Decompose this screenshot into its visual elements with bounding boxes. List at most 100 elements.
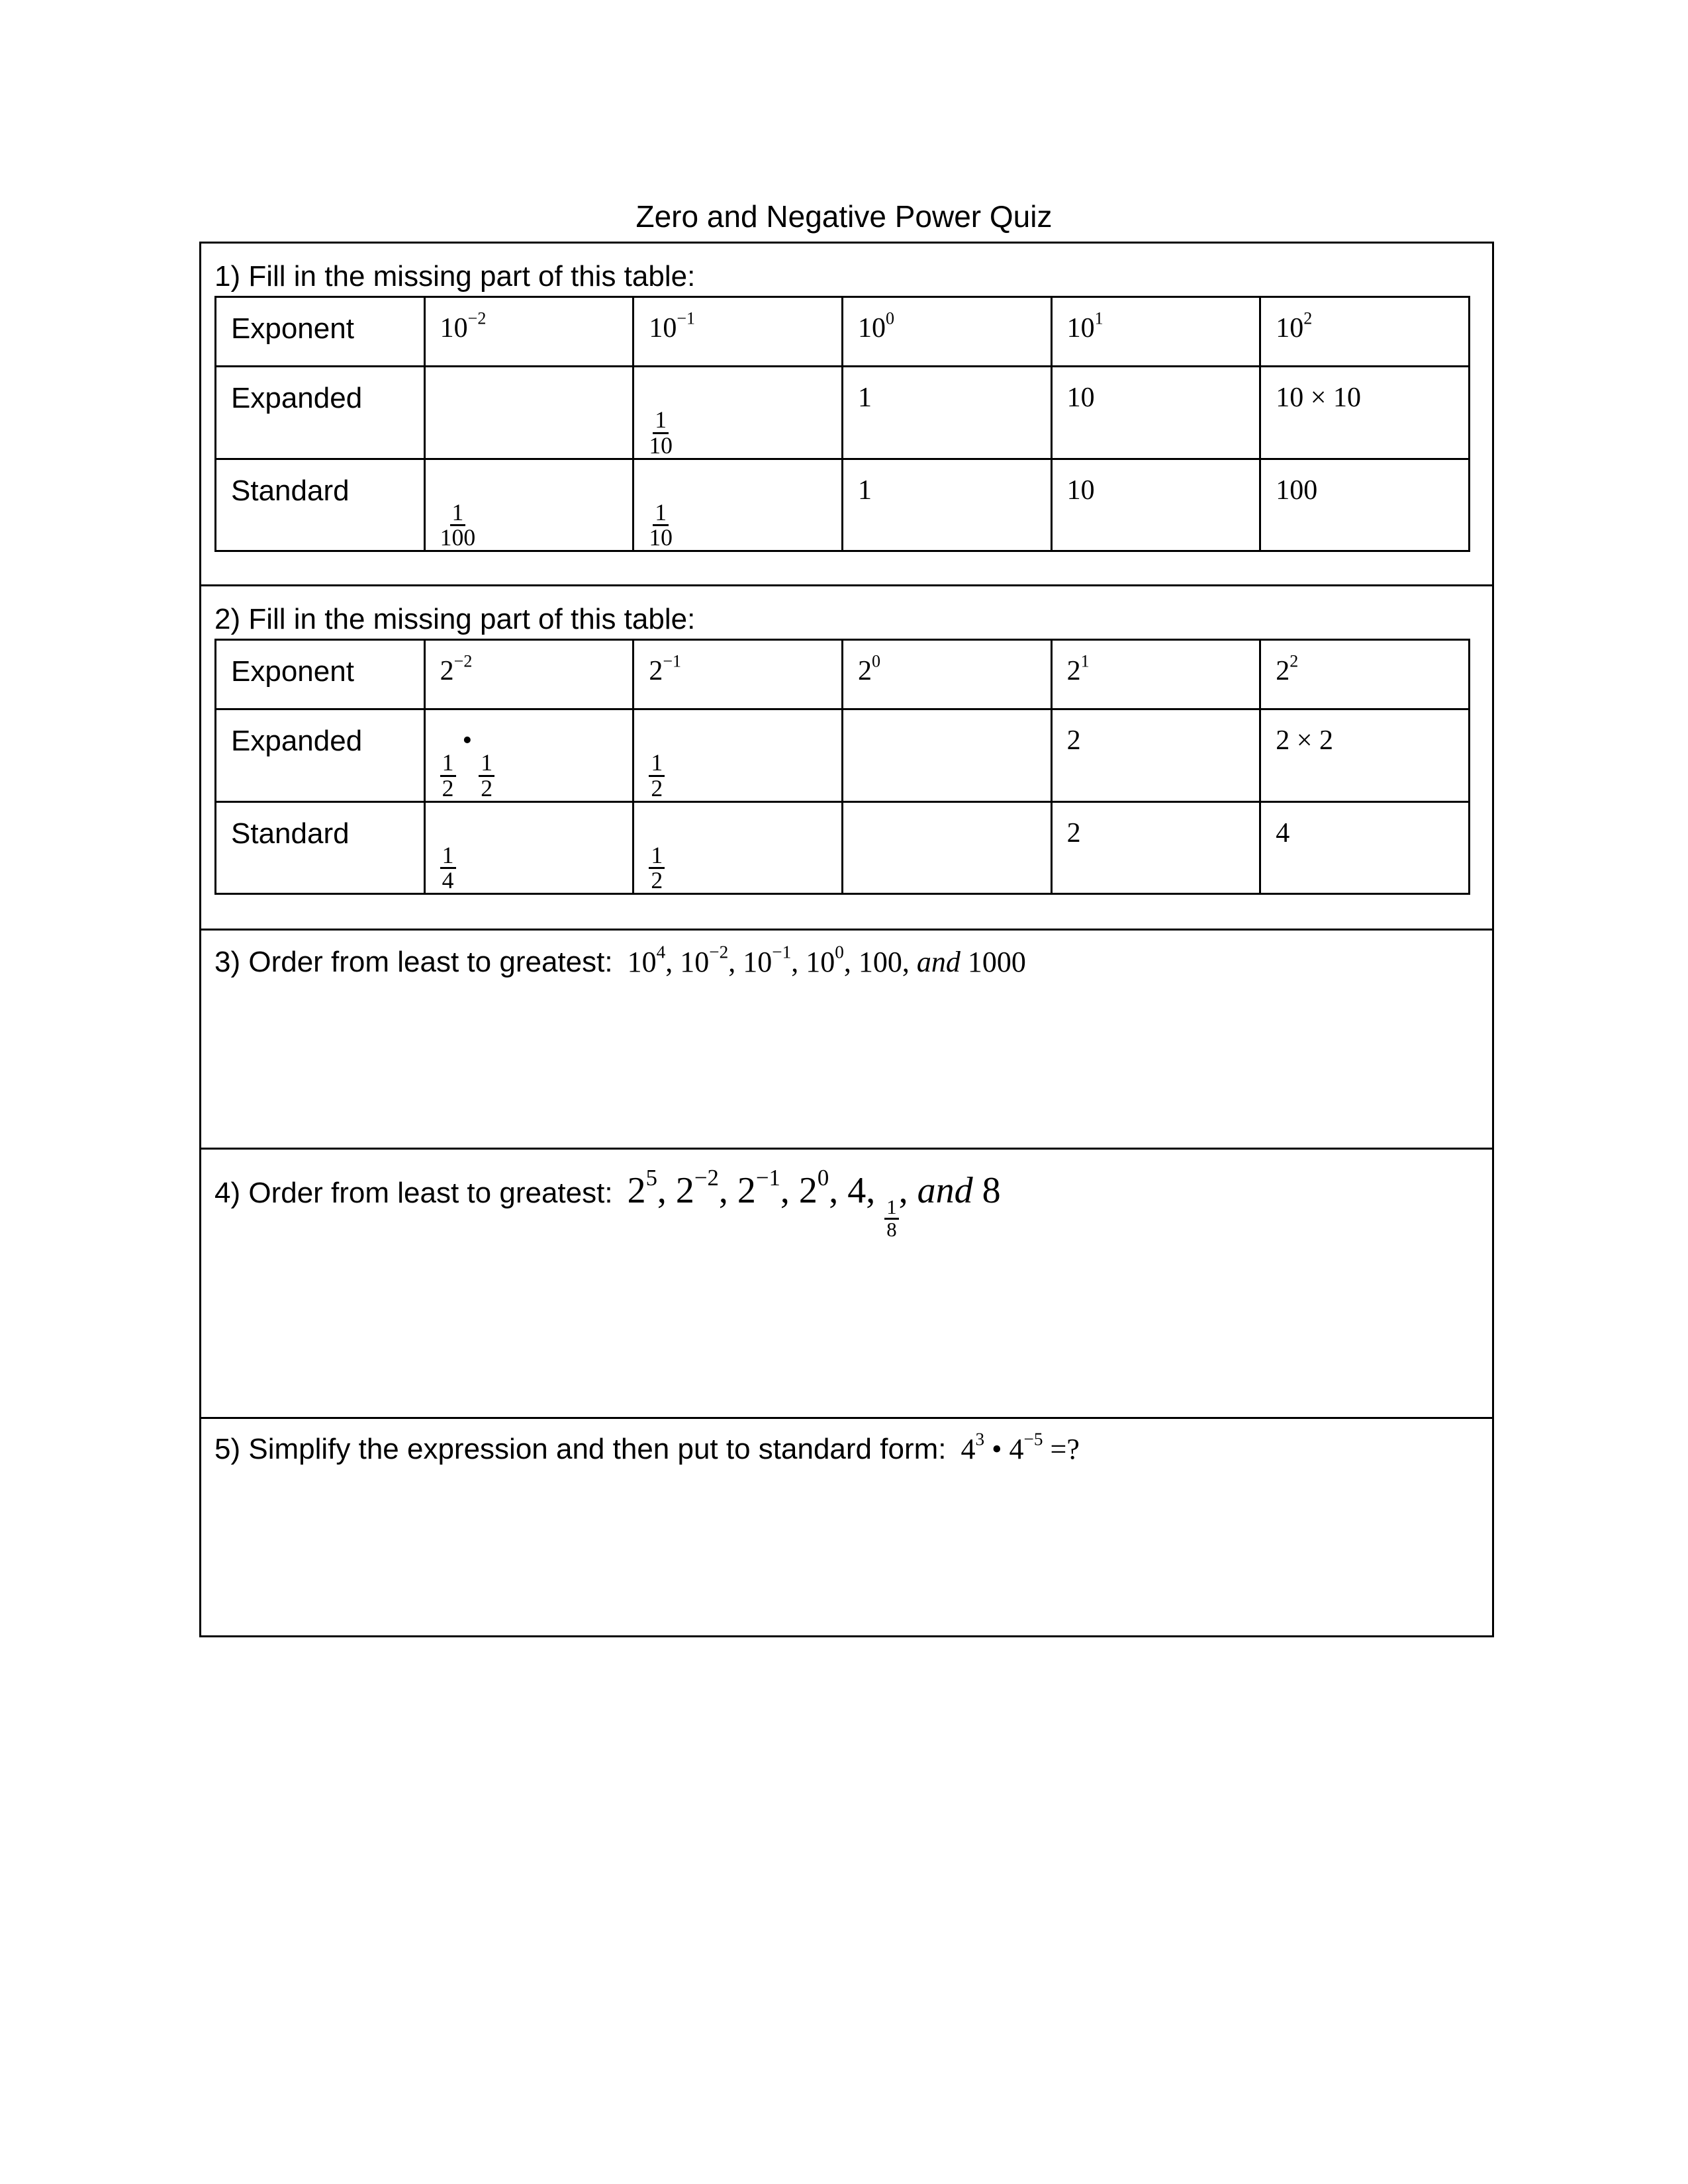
row-label: Standard <box>214 800 426 895</box>
text: 10 <box>1066 475 1095 506</box>
table-row: Expanded 1 10 1 10 10 × 10 <box>214 365 1470 460</box>
power-base: 10 <box>649 313 677 343</box>
power-exponent: 4 <box>656 942 666 962</box>
power-base: 10 <box>857 313 886 343</box>
table-cell: 100 <box>1259 457 1470 553</box>
table-cell: 1 100 <box>423 457 635 553</box>
power-base: 10 <box>743 946 773 978</box>
question-1: 1) Fill in the missing part of this tabl… <box>201 244 1492 586</box>
power-exponent: 5 <box>645 1164 657 1191</box>
text: 2 × 2 <box>1276 725 1333 756</box>
numerator: 1 <box>440 751 456 777</box>
table-cell: 1 <box>841 365 1053 460</box>
question-4: 4) Order from least to greatest: 25, 2−2… <box>201 1150 1492 1419</box>
power: 10−1 <box>743 943 791 978</box>
fraction: 1 100 <box>440 500 476 550</box>
power-exponent: 2 <box>1303 308 1313 328</box>
power: 100 <box>806 943 844 978</box>
power-exponent: 1 <box>1094 308 1103 328</box>
power-base: 4 <box>961 1433 976 1465</box>
row-label: Exponent <box>214 296 426 367</box>
row-label: Exponent <box>214 639 426 710</box>
table-cell: 1 <box>841 457 1053 553</box>
numerator: 1 <box>649 843 665 870</box>
question-3: 3) Order from least to greatest: 104, 10… <box>201 931 1492 1150</box>
table-cell: 1 10 <box>632 457 843 553</box>
power-base: 2 <box>440 656 454 686</box>
power: 2−1 <box>737 1166 780 1211</box>
numerator: 1 <box>653 500 669 527</box>
power: 104 <box>627 943 666 978</box>
power-base: 10 <box>627 946 657 978</box>
table-cell: 2 × 2 <box>1259 708 1470 803</box>
table-cell: 101 <box>1050 296 1262 367</box>
table-cell: 2−1 <box>632 639 843 710</box>
power-base: 2 <box>737 1170 756 1211</box>
table-cell: 10−2 <box>423 296 635 367</box>
power-base: 10 <box>806 946 835 978</box>
denominator: 10 <box>649 432 673 459</box>
question-3-prompt: 3) Order from least to greatest: <box>214 946 613 978</box>
text: • <box>984 1433 1009 1465</box>
power-exponent: 0 <box>835 942 844 962</box>
power-base: 10 <box>680 946 710 978</box>
power-base: 2 <box>1066 656 1081 686</box>
text: 10 × 10 <box>1276 383 1361 413</box>
table-cell: 2 <box>1050 708 1262 803</box>
denominator: 2 <box>651 774 663 801</box>
table-row: Standard 1 100 1 10 1 10 100 <box>214 457 1470 553</box>
power-exponent: 2 <box>1289 651 1299 671</box>
power-base: 2 <box>649 656 663 686</box>
table-cell: 21 <box>1050 639 1262 710</box>
text: , <box>665 946 680 978</box>
text: , <box>718 1170 737 1211</box>
text: , 4, <box>829 1170 885 1211</box>
power-exponent: −2 <box>453 651 473 671</box>
question-5-line: 5) Simplify the expression and then put … <box>214 1430 1080 1466</box>
text: =? <box>1043 1433 1080 1465</box>
power: 22 <box>1276 653 1298 686</box>
denominator: 8 <box>886 1218 897 1241</box>
power-exponent: −2 <box>709 942 729 962</box>
table-cell: 2 <box>1050 800 1262 895</box>
denominator: 2 <box>651 867 663 894</box>
table-cell: 4 <box>1259 800 1470 895</box>
table-cell <box>423 365 635 460</box>
question-5-prompt: 5) Simplify the expression and then put … <box>214 1433 947 1465</box>
power: 4−5 <box>1009 1430 1043 1465</box>
powers-of-two-table: Exponent 2−2 2−1 20 21 22 Expanded 1 2 • 1 2 1 2 2 2 × … <box>214 639 1470 895</box>
text: 1 <box>857 475 872 506</box>
numerator: 1 <box>449 500 466 527</box>
power-exponent: −2 <box>694 1164 719 1191</box>
table-row: Exponent 2−2 2−1 20 21 22 <box>214 639 1470 710</box>
power-base: 10 <box>1276 313 1304 343</box>
question-5-expression: 43 • 4−5 =? <box>961 1430 1080 1466</box>
text: , <box>728 946 743 978</box>
question-1-prompt: 1) Fill in the missing part of this tabl… <box>214 260 696 293</box>
conjunction-text: and <box>916 946 961 978</box>
fraction: 1 10 <box>649 408 673 457</box>
power: 2−2 <box>440 653 473 686</box>
text: , <box>780 1170 799 1211</box>
power-exponent: 1 <box>1080 651 1090 671</box>
table-cell: 102 <box>1259 296 1470 367</box>
power: 43 <box>961 1430 984 1465</box>
row-label: Standard <box>214 457 426 553</box>
question-3-expression: 104, 10−2, 10−1, 100, 100, and 1000 <box>627 942 1026 979</box>
power: 20 <box>858 653 880 686</box>
numerator: 1 <box>440 843 456 870</box>
text: 10 <box>1066 383 1095 413</box>
text: , <box>791 946 806 978</box>
table-cell: 22 <box>1259 639 1470 710</box>
table-cell: 10 × 10 <box>1259 365 1470 460</box>
table-cell: 20 <box>841 639 1053 710</box>
power: 2−2 <box>676 1166 719 1211</box>
table-row: Standard 1 4 1 2 2 4 <box>214 800 1470 895</box>
